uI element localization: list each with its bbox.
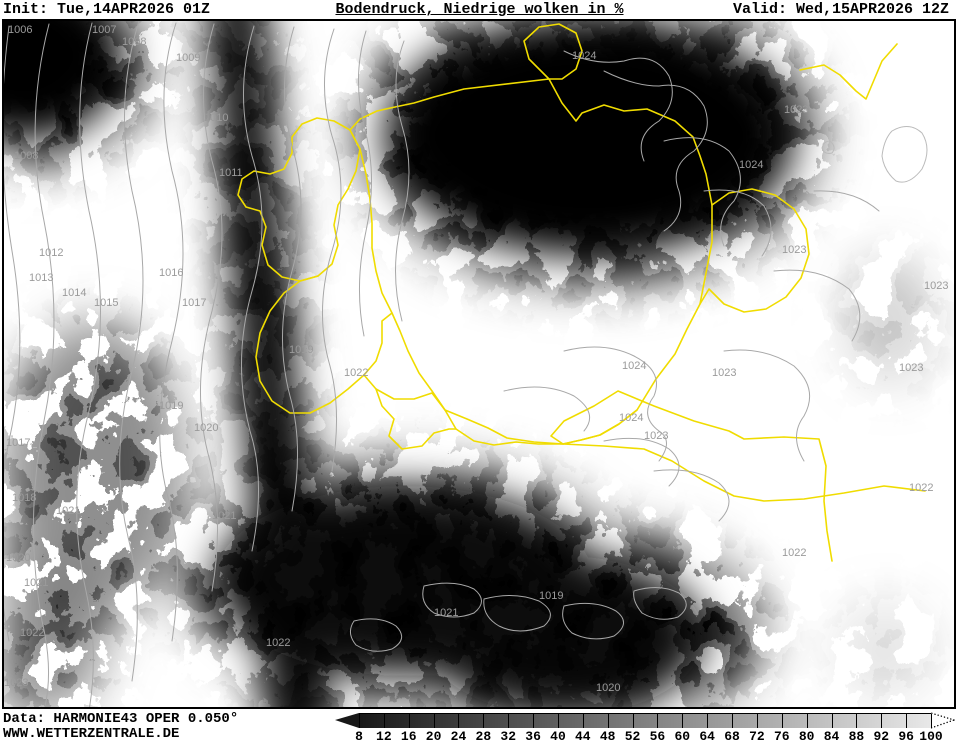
svg-text:1008: 1008 [122,36,146,48]
svg-text:1022: 1022 [782,547,806,559]
svg-text:1022: 1022 [20,627,44,639]
svg-text:1007: 1007 [92,24,116,36]
svg-text:1021: 1021 [24,577,48,589]
svg-text:1020: 1020 [194,422,218,434]
svg-text:1022: 1022 [909,482,933,494]
svg-text:1023: 1023 [784,104,808,116]
svg-text:1008: 1008 [14,150,38,162]
svg-text:1020: 1020 [6,552,30,564]
svg-text:1018: 1018 [12,492,36,504]
svg-text:1019: 1019 [539,590,563,602]
svg-text:1022: 1022 [266,637,290,649]
svg-text:1014: 1014 [62,287,86,299]
svg-text:1015: 1015 [94,297,118,309]
svg-text:1010: 1010 [204,112,228,124]
svg-text:1013: 1013 [29,272,53,284]
svg-text:1020: 1020 [596,682,620,694]
svg-text:1019: 1019 [289,344,313,356]
svg-text:1022: 1022 [344,367,368,379]
svg-text:1016: 1016 [159,267,183,279]
svg-text:1021: 1021 [56,505,80,517]
svg-text:1023: 1023 [4,677,28,689]
svg-text:1023: 1023 [712,367,736,379]
svg-text:1024: 1024 [619,412,643,424]
svg-text:1021: 1021 [212,510,236,522]
svg-text:1023: 1023 [899,362,923,374]
svg-text:1023: 1023 [644,430,668,442]
svg-text:1024: 1024 [739,159,763,171]
svg-text:1017: 1017 [182,297,206,309]
svg-text:1009: 1009 [176,52,200,64]
svg-text:1021: 1021 [434,607,458,619]
svg-text:1024: 1024 [622,360,646,372]
svg-text:1006: 1006 [8,24,32,36]
svg-text:1024: 1024 [572,50,596,62]
svg-text:1023: 1023 [782,244,806,256]
svg-text:1011: 1011 [219,167,243,179]
svg-text:1012: 1012 [39,247,63,259]
svg-text:1017: 1017 [6,437,30,449]
svg-text:1019: 1019 [159,400,183,412]
svg-text:1023: 1023 [924,280,948,292]
